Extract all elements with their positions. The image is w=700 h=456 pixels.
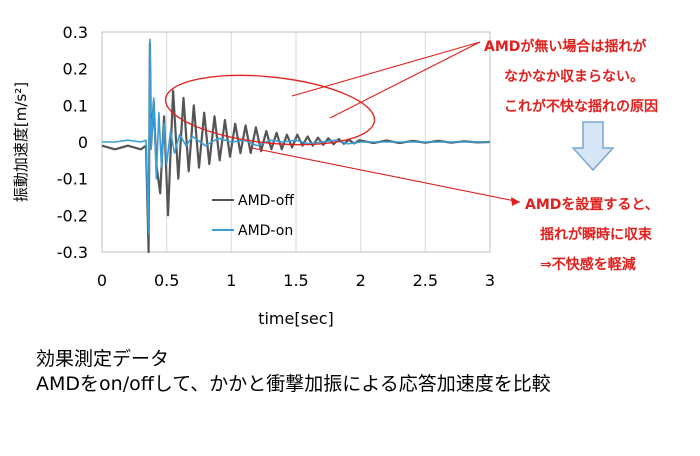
y-tick-label: -0.1	[57, 170, 88, 189]
x-tick-label: 2	[356, 271, 366, 290]
callouts	[164, 41, 615, 206]
x-tick-label: 1.5	[283, 271, 308, 290]
callout-pointer-top	[291, 41, 481, 97]
y-tick-labels: 0.3 0.2 0.1 0 -0.1 -0.2 -0.3	[57, 23, 88, 262]
x-tick-labels: 0 0.5 1 1.5 2 2.5 3	[97, 271, 495, 290]
y-axis-label: 振動加速度[m/s²]	[12, 82, 30, 202]
y-tick-label: -0.2	[57, 206, 88, 225]
annotation-bottom-line-2: 揺れが瞬時に収束	[540, 227, 652, 243]
callout-ellipse	[164, 74, 376, 146]
legend-label: AMD-off	[238, 193, 294, 209]
x-tick-label: 2.5	[413, 271, 438, 290]
y-tick-label: 0.2	[63, 60, 88, 79]
down-arrow-icon	[571, 121, 615, 172]
legend: AMD-off AMD-on	[212, 193, 294, 239]
annotation-bottom-line-1: AMDを設置すると、	[525, 197, 659, 213]
y-tick-label: 0.1	[63, 96, 88, 115]
annotation-top-line-3: これが不快な揺れの原因	[504, 99, 658, 115]
series-layer	[101, 38, 491, 254]
annotation-top-line-1: AMDが無い場合は揺れが	[484, 39, 647, 55]
series-line-amd-on	[102, 38, 490, 235]
legend-label: AMD-on	[238, 223, 293, 239]
y-tick-label: 0.3	[63, 23, 88, 42]
caption-description: AMDをon/offして、かかと衝撃加振による応答加速度を比較	[36, 373, 551, 395]
y-tick-label: -0.3	[57, 243, 88, 262]
x-tick-label: 3	[485, 271, 495, 290]
callout-pointer-bottom	[251, 147, 521, 203]
caption-title: 効果測定データ	[36, 348, 170, 370]
callout-pointer-arrowhead	[511, 197, 520, 206]
y-tick-label: 0	[78, 133, 88, 152]
x-tick-label: 0	[97, 271, 107, 290]
x-tick-label: 1	[226, 271, 236, 290]
annotation-bottom-line-3: ⇒不快感を軽減	[540, 257, 636, 273]
x-axis-label: time[sec]	[258, 309, 334, 328]
annotation-top-line-2: なかなか収まらない。	[504, 69, 644, 85]
x-tick-label: 0.5	[154, 271, 179, 290]
callout-pointer-top-2	[329, 41, 481, 119]
series-line-amd-off	[101, 41, 491, 254]
